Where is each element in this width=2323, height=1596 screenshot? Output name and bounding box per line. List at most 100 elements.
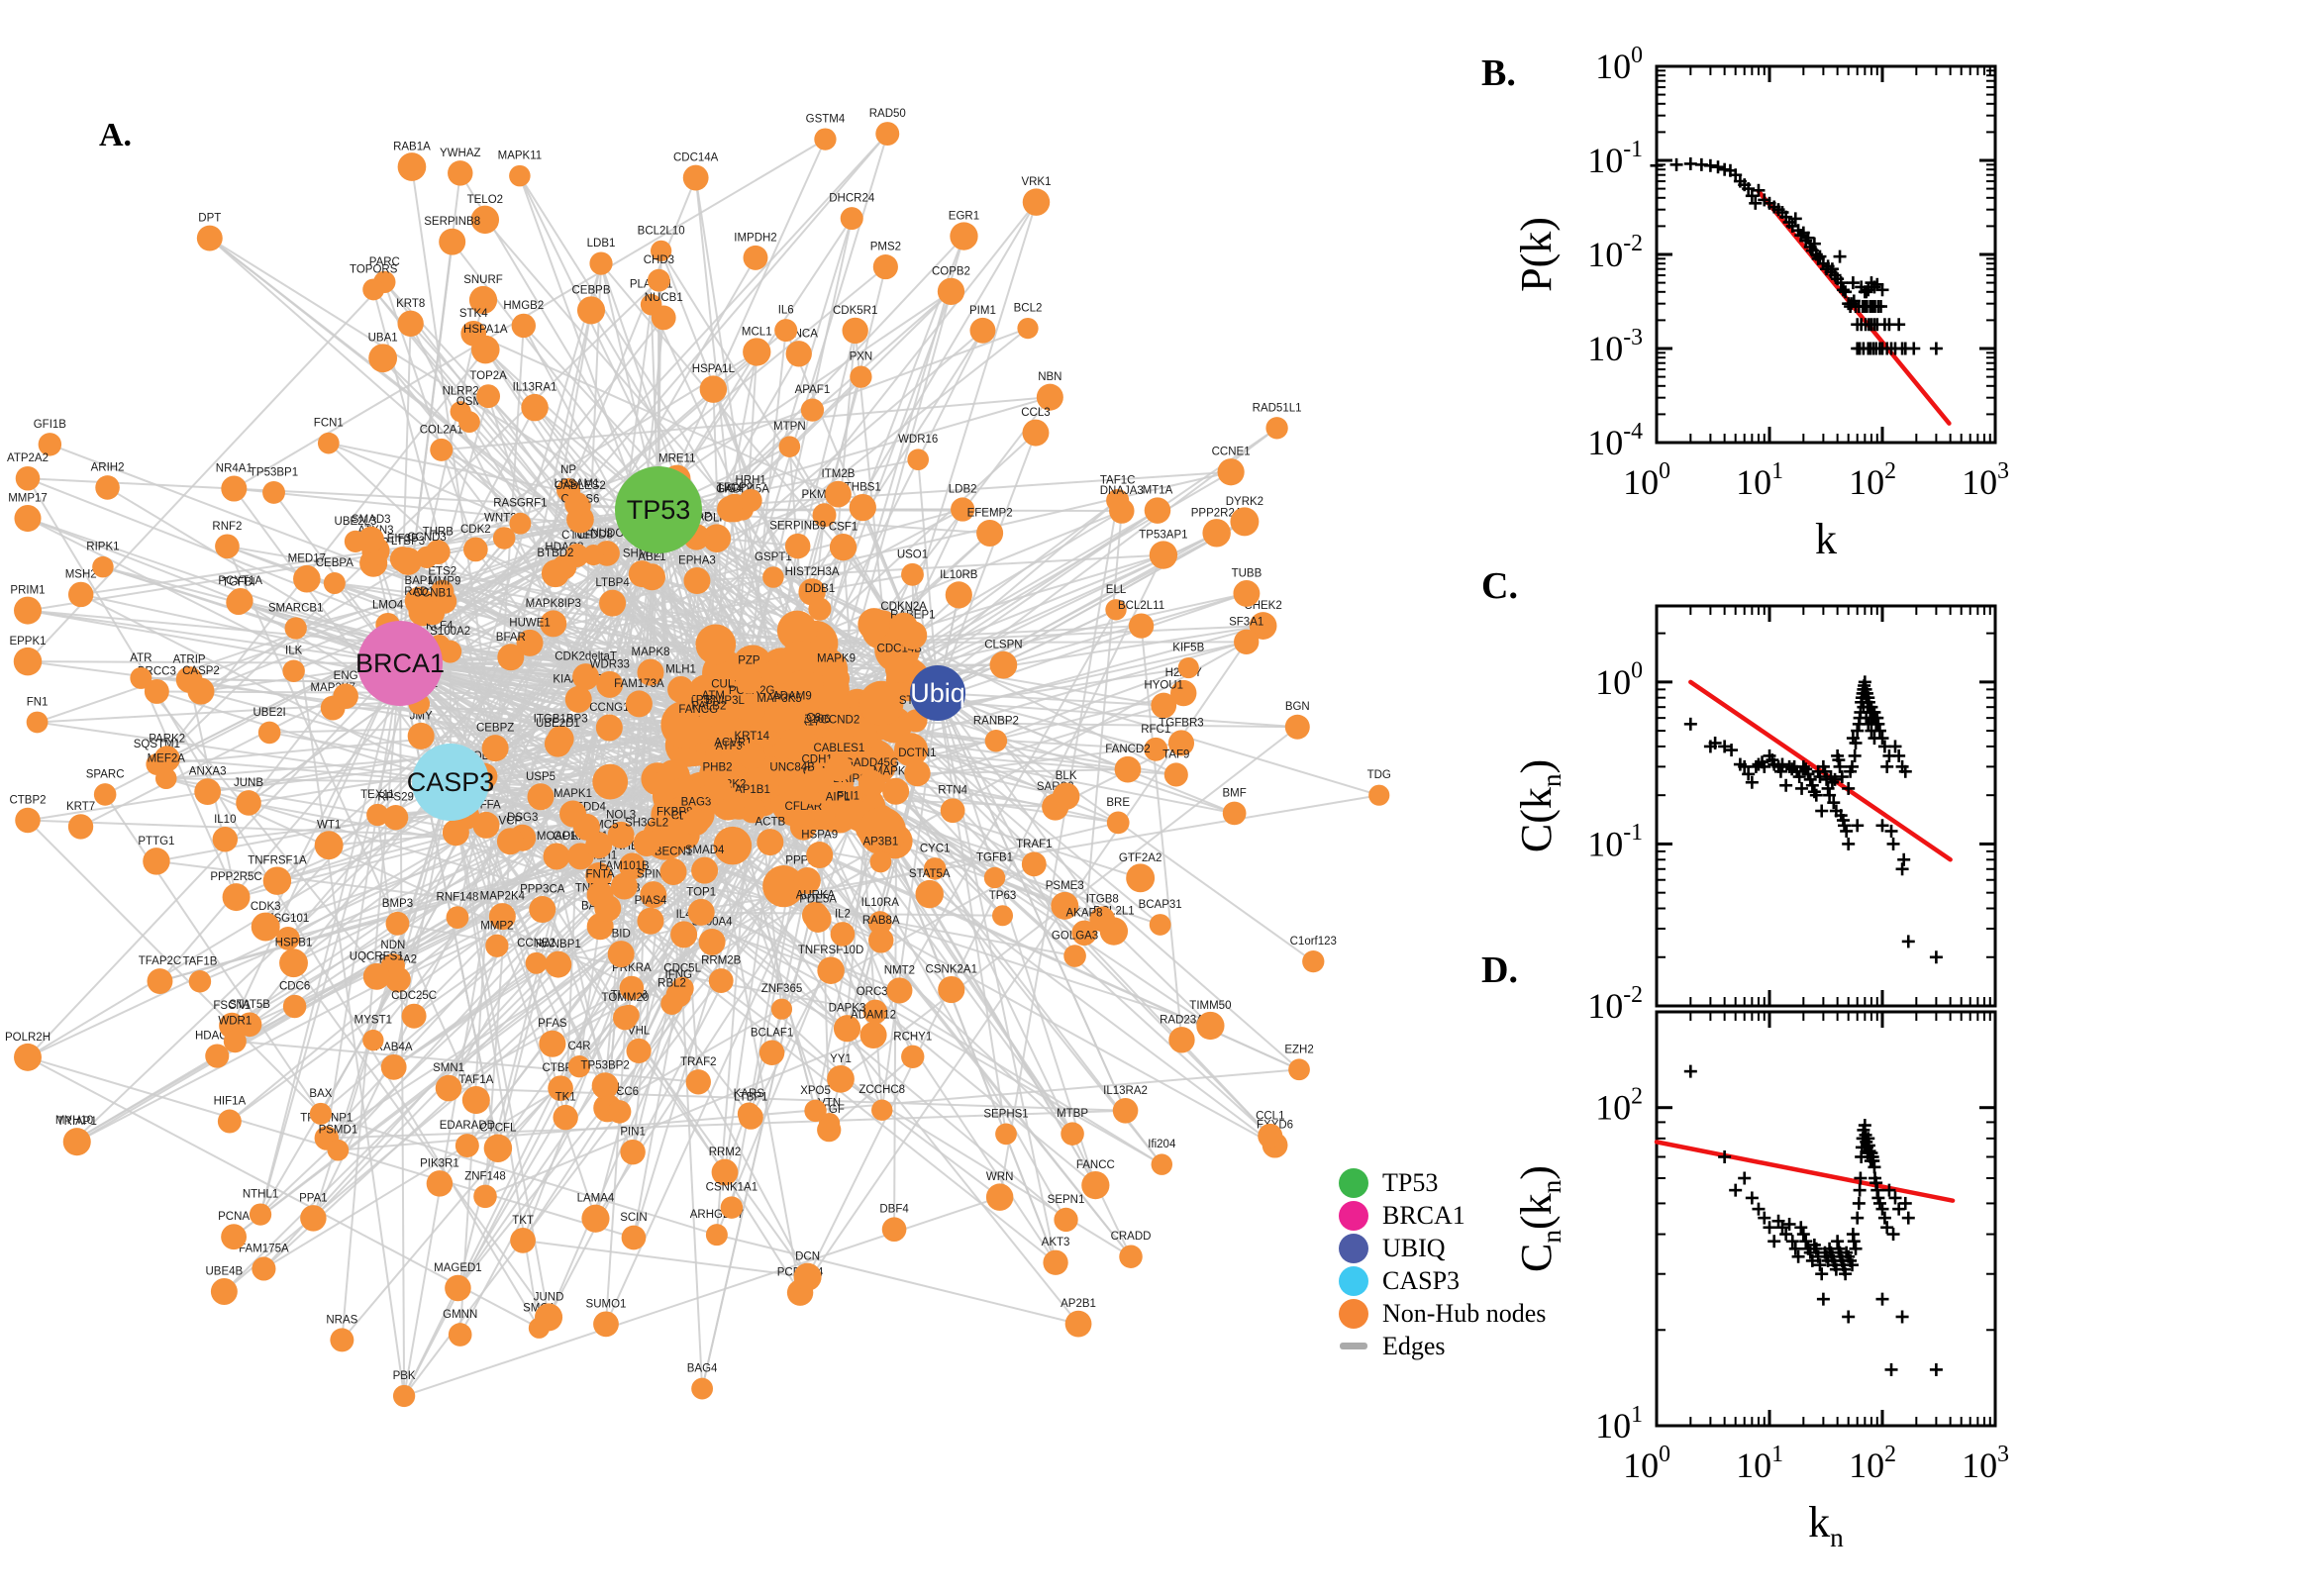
network-node-group: PMS2: [870, 242, 901, 280]
network-node-group: MAGED1: [434, 1262, 482, 1302]
non-hub-node-label: ORC3L: [857, 986, 895, 998]
network-edge: [917, 459, 939, 694]
non-hub-node: [695, 624, 737, 665]
network-edge: [522, 1239, 808, 1278]
non-hub-node: [492, 527, 516, 549]
non-hub-node-label: MAGED1: [434, 1262, 482, 1274]
non-hub-node-label: CUL1: [711, 679, 740, 691]
legend-item-edges: Edges: [1339, 1332, 1546, 1360]
network-node-group: C1orf123: [1290, 936, 1337, 973]
tick-label: 101: [1736, 1442, 1783, 1485]
network-edge: [450, 602, 614, 783]
axis-title: P(k): [1512, 217, 1561, 292]
tick-label: 100: [1595, 43, 1643, 86]
network-edge: [657, 509, 1300, 1071]
tick-label: 100: [1595, 658, 1643, 702]
network-edge: [37, 721, 452, 783]
non-hub-node: [683, 567, 711, 595]
non-hub-node: [592, 763, 629, 800]
non-hub-node-label: PMS2: [870, 242, 901, 253]
network-edge: [937, 521, 1246, 694]
network-edge: [828, 1055, 914, 1131]
non-hub-node: [762, 865, 805, 908]
non-hub-node: [1302, 949, 1325, 973]
non-hub-node-label: ANXA3: [189, 766, 227, 778]
non-hub-node: [781, 669, 825, 713]
non-hub-node: [572, 663, 600, 691]
non-hub-node: [468, 285, 498, 315]
network-edge: [399, 662, 1067, 1221]
network-edge: [155, 279, 660, 765]
network-edge: [831, 779, 1141, 879]
network-node-group: CEBPZ: [476, 723, 514, 762]
tick-label: 103: [1962, 1442, 2009, 1485]
network-edge: [320, 1112, 718, 1237]
network-edge: [27, 819, 322, 1115]
non-hub-node: [1126, 863, 1156, 893]
non-hub-node-label: MT1A: [1143, 485, 1173, 497]
network-edge: [233, 138, 826, 490]
legend-label: Non-Hub nodes: [1382, 1298, 1547, 1328]
non-hub-node: [446, 906, 469, 930]
tick-label: 100: [1623, 1442, 1670, 1485]
non-hub-node: [894, 733, 929, 767]
network-node-group: CDK2deltaT: [555, 651, 617, 691]
network-node-group: GTF2A2: [1119, 852, 1162, 893]
network-edge: [937, 692, 1129, 771]
non-hub-node-label: LDB2: [949, 484, 977, 496]
legend-item-tp53: TP53: [1339, 1167, 1546, 1198]
non-hub-node-label: LAMA4: [577, 1193, 615, 1205]
network-node-group: LDB1: [587, 238, 615, 275]
edge-swatch-icon: [1340, 1343, 1367, 1349]
non-hub-node-label: FAM175A: [239, 1243, 289, 1254]
network-edge: [107, 486, 401, 664]
non-hub-node-label: ITGB1BP3: [534, 713, 588, 725]
network-edge: [657, 458, 919, 511]
non-hub-node-label: TEX11: [360, 789, 394, 801]
non-hub-node: [252, 1256, 276, 1281]
network-edge: [399, 470, 1232, 664]
non-hub-node-label: DSG3: [507, 812, 538, 824]
network-edge: [450, 781, 597, 1220]
legend-item-ubiq: UBIQ: [1339, 1233, 1546, 1263]
panel-a-label: A.: [99, 117, 133, 153]
network-edge: [937, 608, 1117, 694]
network-edge: [472, 332, 863, 509]
network-edge: [325, 662, 401, 1139]
non-hub-node: [858, 807, 907, 855]
network-edge: [441, 396, 1051, 451]
network-node-group: GMNN: [443, 1309, 477, 1347]
network-edge: [102, 565, 401, 664]
network-edge: [156, 690, 452, 783]
axis-title: kn​: [1808, 1498, 1844, 1552]
non-hub-node: [862, 999, 888, 1025]
network-edge: [450, 781, 551, 1318]
network-edge: [399, 662, 687, 838]
network-edge: [910, 748, 1235, 815]
legend-label: TP53: [1382, 1167, 1439, 1197]
non-hub-node: [1170, 679, 1197, 707]
plot-frame: [1655, 64, 1997, 445]
tick-label: 10-2: [1587, 982, 1643, 1026]
non-hub-node-label: EPHA3: [678, 555, 716, 567]
network-edge: [994, 876, 1103, 921]
non-hub-node: [871, 1099, 893, 1121]
non-hub-node: [1105, 599, 1127, 621]
network-edge: [937, 432, 1037, 694]
network-edge: [495, 509, 659, 947]
network-edge: [716, 1234, 1079, 1326]
non-hub-node-label: BAP1: [404, 575, 433, 587]
network-legend: TP53 BRCA1 UBIQ CASP3 Non-Hub nodes Edges: [1339, 1167, 1547, 1360]
non-hub-node-label: TP53AP1: [1139, 530, 1187, 542]
network-edge: [659, 250, 827, 671]
network-edge: [600, 262, 1057, 808]
network-node-group: MT1A: [1143, 485, 1173, 524]
tick-label: 10-3: [1587, 325, 1643, 368]
legend-item-casp3: CASP3: [1339, 1265, 1546, 1296]
non-hub-node: [525, 951, 548, 974]
network-panel: C1orf123HDAC11PARCMT1ASEPHS1TEX11RNF148I…: [5, 108, 1391, 1408]
network-node-group: LAMA4: [577, 1193, 615, 1233]
tick-label: 10-1: [1587, 820, 1643, 863]
network-node-group: RRM2: [709, 1147, 741, 1186]
